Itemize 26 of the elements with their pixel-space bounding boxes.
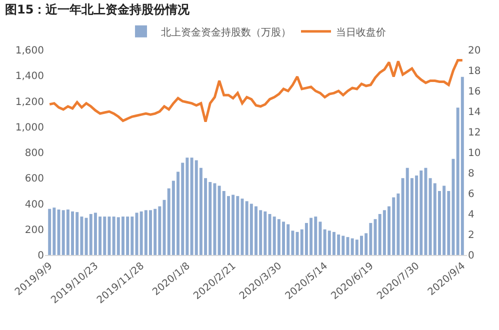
y-tick-label: 800 bbox=[24, 148, 44, 159]
chart-title: 图15：近一年北上资金持股份情况 bbox=[4, 2, 191, 16]
y-tick-label: 1,200 bbox=[15, 96, 44, 108]
y2-tick-label: 14 bbox=[468, 107, 481, 118]
bar bbox=[460, 76, 464, 255]
y2-tick-label: 4 bbox=[468, 210, 474, 220]
y-tick-label: 1,600 bbox=[15, 46, 44, 56]
y2-tick-label: 12 bbox=[468, 128, 481, 138]
y-tick-label: 600 bbox=[24, 174, 44, 185]
y-tick-label: 1,000 bbox=[15, 122, 44, 134]
y-tick-label: 400 bbox=[24, 199, 44, 210]
line-series bbox=[48, 59, 464, 123]
y2-tick-label: 18 bbox=[468, 66, 481, 77]
y2-tick-label: 8 bbox=[468, 168, 474, 180]
y2-tick-label: 10 bbox=[468, 148, 481, 159]
bar bbox=[48, 208, 52, 255]
y2-tick-label: 6 bbox=[468, 189, 474, 200]
legend-label: 当日收盘价 bbox=[336, 26, 386, 38]
y-tick-label: 0 bbox=[38, 250, 44, 262]
y2-tick-label: 16 bbox=[468, 86, 481, 98]
y-tick-label: 200 bbox=[24, 224, 44, 236]
y2-tick-label: 0 bbox=[468, 250, 474, 262]
y-tick-label: 1,400 bbox=[15, 71, 44, 82]
y2-tick-label: 2 bbox=[468, 230, 474, 241]
legend-label: 北上资金资金持股数（万股） bbox=[161, 26, 291, 38]
y2-tick-label: 20 bbox=[468, 46, 481, 56]
